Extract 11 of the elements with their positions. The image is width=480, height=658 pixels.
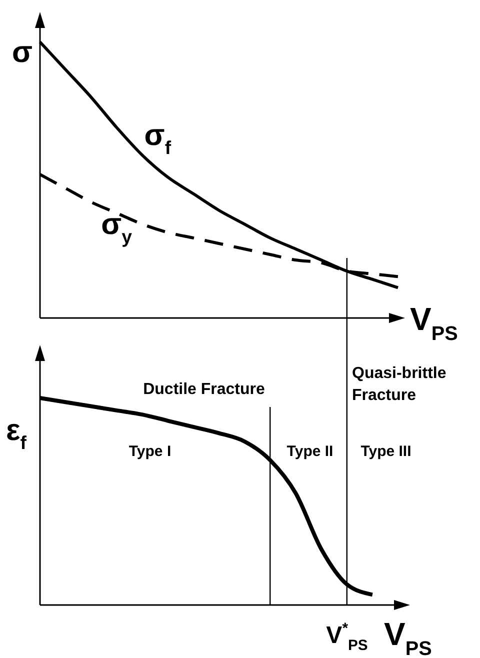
x-axis-title: V$_{PS}$ xyxy=(384,616,432,658)
annotation: Ductile Fracture xyxy=(143,381,266,398)
y-axis-title: ε$_{f}$ xyxy=(6,414,28,453)
annotation: Type II xyxy=(286,443,334,460)
annotation: Type III xyxy=(360,443,412,460)
annotation: Type I xyxy=(128,443,172,460)
annotation: Quasi-brittle Fracture xyxy=(352,365,446,404)
y-axis-title: σ xyxy=(12,36,33,69)
x-axis-title: V$_{PS}$ xyxy=(410,301,458,345)
series-label: σ$_{y}$ xyxy=(101,208,133,248)
series-label: σ$_{f}$ xyxy=(144,119,172,158)
